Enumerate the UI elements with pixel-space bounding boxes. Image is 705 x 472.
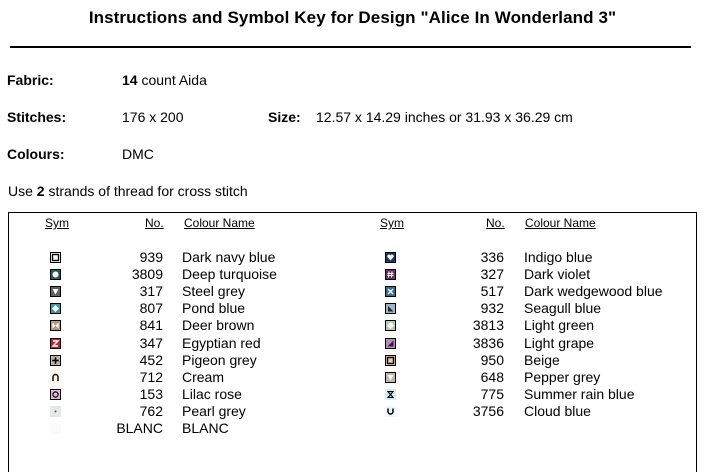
blank-icon (50, 423, 61, 434)
title-divider (10, 46, 691, 48)
stitches-label: Stitches: (7, 109, 67, 125)
dmc-number-right: 932 (480, 300, 504, 317)
colour-name-left: Pond blue (182, 300, 246, 317)
cup-icon (385, 405, 396, 417)
colour-name-right: Dark wedgewood blue (524, 283, 663, 300)
arch-icon (50, 371, 61, 383)
colour-name-left: Deer brown (182, 317, 255, 334)
dmc-number-left: BLANC (116, 420, 163, 436)
fabric-label: Fabric: (7, 72, 54, 88)
colour-name-right: Summer rain blue (524, 385, 635, 402)
colour-name-left: Dark navy blue (182, 249, 276, 265)
colour-name-right: Light grape (524, 334, 595, 351)
dmc-number-left: 762 (139, 402, 163, 419)
bowtie-icon (50, 320, 61, 332)
dmc-number-left: 807 (139, 300, 163, 317)
colour-name-right: Indigo blue (524, 249, 593, 265)
header-name-right: Colour Name (525, 216, 596, 230)
dmc-number-right: 327 (480, 266, 504, 283)
instruction-pre: Use (8, 183, 37, 199)
x-mark-icon (385, 286, 396, 298)
colour-name-left: Egyptian red (182, 334, 261, 351)
colour-name-left: BLANC (182, 420, 229, 436)
dmc-number-left: 841 (139, 317, 163, 334)
dmc-number-right: 648 (480, 368, 504, 385)
hourglass-icon (385, 388, 396, 400)
square-outline-icon (385, 354, 396, 366)
header-no-left: No. (145, 216, 164, 230)
dmc-number-left: 452 (139, 351, 163, 368)
dmc-number-right: 3813 (472, 317, 504, 334)
dmc-number-left: 712 (139, 368, 163, 385)
dmc-number-right: 336 (480, 249, 504, 265)
diamond-icon (385, 320, 396, 332)
colours-value: DMC (122, 146, 154, 162)
colour-name-right: Pepper grey (524, 368, 601, 385)
fabric-value: 14 count Aida (122, 72, 207, 88)
dmc-number-right: 775 (480, 385, 504, 402)
strand-instruction: Use 2 strands of thread for cross stitch (8, 183, 248, 199)
dot-icon (50, 405, 61, 417)
header-sym-right: Sym (380, 216, 404, 230)
colour-name-right: Dark violet (524, 266, 591, 283)
triangle-down-icon (385, 371, 396, 383)
dmc-number-left: 347 (139, 334, 163, 351)
fabric-count: 14 (122, 72, 138, 88)
letter-z-icon (50, 337, 61, 349)
dmc-number-left: 153 (139, 385, 163, 402)
plus-icon (50, 354, 61, 366)
colour-name-left: Lilac rose (182, 385, 242, 402)
dmc-number-right: 3756 (472, 402, 504, 419)
page-title: Instructions and Symbol Key for Design "… (88, 8, 617, 27)
size-label: Size: (268, 109, 301, 125)
circle-outline-icon (50, 388, 61, 400)
colour-name-left: Cream (182, 368, 225, 385)
hash-icon (385, 269, 396, 281)
dmc-number-right: 950 (480, 351, 504, 368)
symbol-key-box (8, 212, 697, 472)
header-no-right: No. (486, 216, 505, 230)
dmc-number-left: 939 (139, 249, 163, 265)
triangle-down-icon (50, 286, 61, 298)
dmc-number-right: 3836 (472, 334, 504, 351)
half-triangle-icon (385, 337, 396, 349)
size-value: 12.57 x 14.29 inches or 31.93 x 36.29 cm (316, 109, 573, 125)
header-name-left: Colour Name (184, 216, 255, 230)
colour-name-left: Deep turquoise (182, 266, 277, 283)
header-sym-left: Sym (45, 216, 69, 230)
fabric-type: count Aida (137, 72, 207, 88)
diamond-icon (50, 303, 61, 315)
colour-name-right: Beige (524, 351, 560, 368)
corner-triangle-icon (385, 303, 396, 315)
colour-name-right: Seagull blue (524, 300, 602, 317)
colours-label: Colours: (7, 146, 65, 162)
dmc-number-left: 3809 (131, 266, 163, 283)
circle-icon (50, 269, 61, 281)
heart-icon (385, 252, 396, 263)
colour-name-left: Steel grey (182, 283, 246, 300)
colour-name-left: Pearl grey (182, 402, 246, 419)
colour-name-right: Light green (524, 317, 595, 334)
colour-name-right: Cloud blue (524, 402, 591, 419)
dmc-number-right: 517 (480, 283, 504, 300)
dmc-number-left: 317 (139, 283, 163, 300)
stitches-value: 176 x 200 (122, 109, 184, 125)
strand-count: 2 (36, 183, 45, 199)
colour-name-left: Pigeon grey (182, 351, 257, 368)
instruction-post: strands of thread for cross stitch (44, 183, 248, 199)
square-outline-icon (50, 252, 61, 263)
